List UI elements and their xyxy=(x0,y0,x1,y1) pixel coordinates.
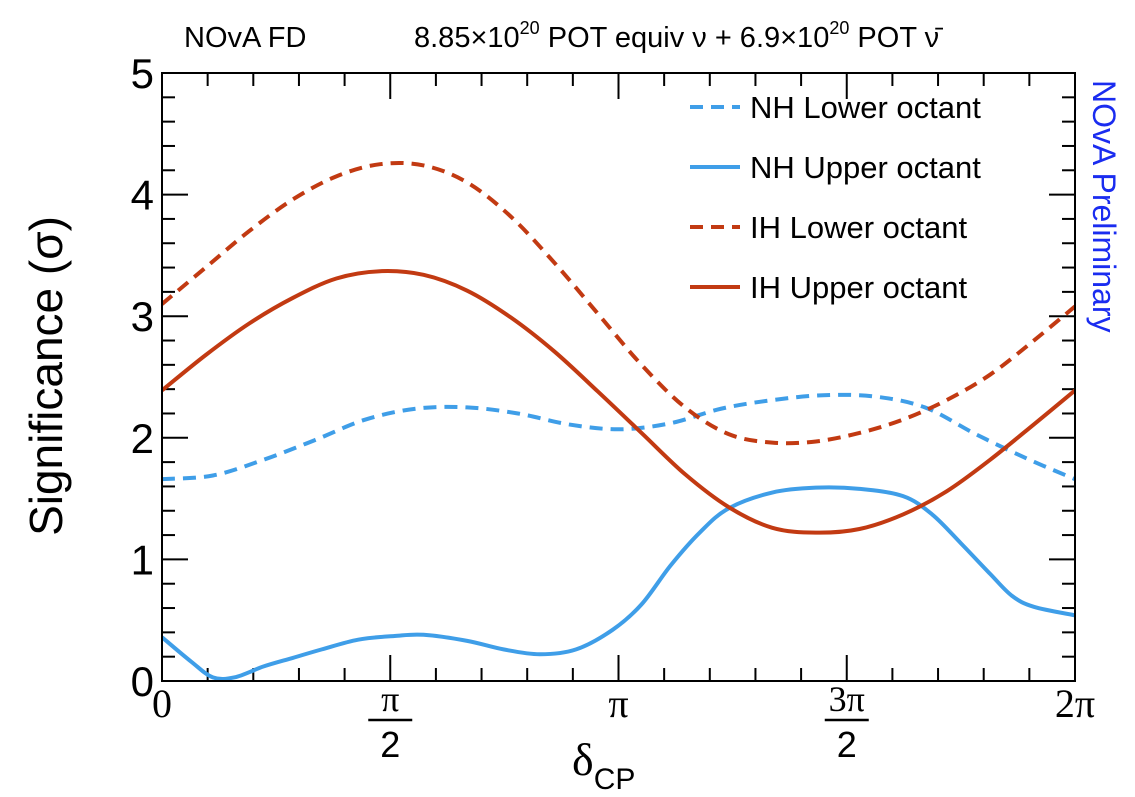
legend-label-3: IH Lower octant xyxy=(750,210,967,245)
x-axis-title: δCP xyxy=(572,734,635,796)
x-tick-label-denominator: 2 xyxy=(837,724,857,765)
legend-label-4: IH Upper octant xyxy=(750,270,967,305)
x-axis-title-sub: CP xyxy=(594,763,636,796)
legend-label-2: NH Upper octant xyxy=(750,150,981,185)
y-tick-label: 0 xyxy=(131,658,154,705)
legend: NH Lower octant NH Upper octant IH Lower o… xyxy=(690,90,981,305)
legend-label-1: NH Lower octant xyxy=(750,90,981,125)
header-part-a: 8.85×10 xyxy=(414,22,520,54)
x-tick-label: 0 xyxy=(152,681,172,726)
header-detector-label: NOvA FD xyxy=(184,22,306,54)
header-part-b-exp: 20 xyxy=(829,18,849,38)
x-tick-label-numerator: 3π xyxy=(829,679,865,719)
header-part-b: POT equiv ν + 6.9×10 xyxy=(540,22,830,54)
preliminary-watermark: NOvA Preliminary xyxy=(1086,80,1122,333)
y-tick-label: 1 xyxy=(131,536,154,583)
series-line-3 xyxy=(162,160,1075,446)
header-part-a-exp: 20 xyxy=(520,18,540,38)
x-tick-label-denominator: 2 xyxy=(380,724,400,765)
series-line-2 xyxy=(162,485,1075,681)
header-exposure-label: 8.85×1020 POT equiv ν + 6.9×1020 POT ν̄ xyxy=(414,18,943,54)
x-tick-label: π xyxy=(608,681,628,726)
header-part-c: POT ν̄ xyxy=(849,22,943,54)
plot-frame xyxy=(161,72,1076,682)
x-axis-title-main: δ xyxy=(572,734,594,785)
y-tick-label: 2 xyxy=(131,415,154,462)
series-line-4 xyxy=(162,269,1075,535)
y-axis-title: Significance (σ) xyxy=(20,216,72,536)
series-line-1 xyxy=(162,392,1075,482)
series-layer xyxy=(162,160,1075,681)
y-tick-label: 5 xyxy=(131,50,154,97)
x-tick-label-numerator: π xyxy=(381,679,399,719)
ticks-layer xyxy=(161,72,1076,682)
y-tick-label: 3 xyxy=(131,293,154,340)
x-tick-label: 2π xyxy=(1055,681,1095,726)
y-tick-label: 4 xyxy=(131,172,154,219)
